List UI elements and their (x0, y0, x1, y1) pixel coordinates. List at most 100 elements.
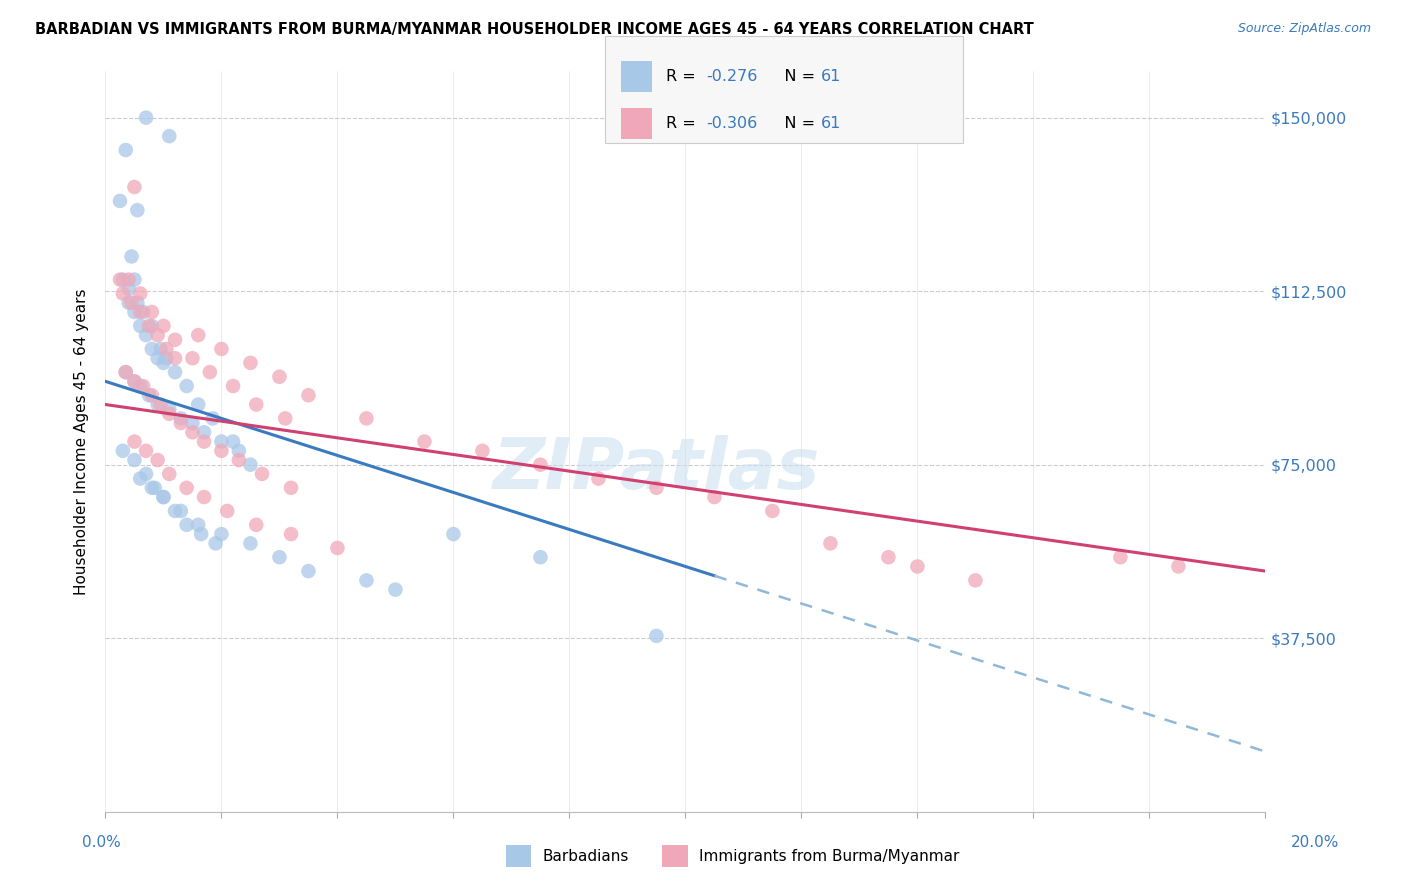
Point (228, 443, 250, 458)
Point (124, 375, 146, 389)
Text: 61: 61 (821, 69, 841, 84)
Point (152, 318, 174, 333)
Point (155, 351, 177, 366)
Point (118, 272, 141, 286)
Point (157, 467, 180, 481)
Point (529, 550, 551, 565)
Point (211, 443, 233, 458)
Point (201, 411, 224, 425)
Point (163, 351, 186, 366)
Point (211, 342, 233, 356)
Y-axis label: Householder Income Ages 45 - 64 years: Householder Income Ages 45 - 64 years (75, 288, 90, 595)
Point (157, 402, 180, 417)
Point (217, 504, 239, 518)
Point (124, 375, 146, 389)
Point (146, 351, 169, 366)
Point (211, 434, 233, 449)
Point (645, 629, 668, 643)
Point (761, 504, 783, 518)
Point (181, 425, 204, 440)
Point (645, 481, 668, 495)
Point (239, 458, 262, 472)
Point (588, 471, 610, 485)
Point (163, 365, 186, 379)
Point (118, 295, 141, 310)
Point (124, 434, 146, 449)
Point (155, 342, 177, 356)
Point (127, 203, 149, 218)
Point (170, 411, 193, 425)
Point (529, 458, 551, 472)
Point (471, 443, 494, 458)
Point (124, 180, 146, 194)
Point (108, 194, 131, 208)
Point (157, 407, 180, 421)
Point (250, 467, 273, 481)
Point (121, 295, 143, 310)
Point (198, 365, 221, 379)
Point (157, 129, 180, 144)
Point (1109, 550, 1132, 565)
Point (181, 351, 204, 366)
Point (297, 564, 319, 578)
Text: N =: N = (769, 116, 820, 131)
Point (141, 342, 163, 356)
Point (121, 250, 143, 264)
Point (127, 295, 149, 310)
Point (187, 517, 209, 532)
Point (163, 333, 186, 347)
Point (129, 379, 152, 393)
Point (114, 365, 136, 379)
Text: N =: N = (769, 69, 820, 84)
Point (193, 490, 215, 504)
Point (1167, 559, 1189, 574)
Point (269, 369, 291, 384)
Point (135, 111, 157, 125)
Point (152, 356, 174, 370)
Point (907, 559, 929, 574)
Point (135, 443, 157, 458)
Point (114, 365, 136, 379)
Point (297, 388, 319, 402)
Point (384, 582, 406, 597)
Point (111, 272, 134, 286)
Point (176, 517, 198, 532)
Text: ZIPatlas: ZIPatlas (492, 434, 820, 504)
Point (141, 388, 163, 402)
Point (211, 527, 233, 541)
Text: Source: ZipAtlas.com: Source: ZipAtlas.com (1237, 22, 1371, 36)
Point (222, 434, 245, 449)
Text: 20.0%: 20.0% (1291, 836, 1339, 850)
Point (187, 328, 209, 343)
Text: R =: R = (666, 116, 702, 131)
Point (965, 574, 987, 588)
Point (274, 411, 297, 425)
Text: -0.306: -0.306 (706, 116, 756, 131)
Point (138, 318, 160, 333)
Point (245, 398, 267, 412)
Point (129, 286, 152, 301)
Point (146, 328, 169, 343)
Point (146, 453, 169, 467)
Point (149, 342, 172, 356)
Point (152, 490, 174, 504)
Point (132, 305, 155, 319)
Point (280, 527, 302, 541)
Point (163, 504, 186, 518)
Point (114, 143, 136, 157)
Point (245, 517, 267, 532)
Text: Immigrants from Burma/Myanmar: Immigrants from Burma/Myanmar (699, 849, 959, 863)
Point (141, 318, 163, 333)
Point (413, 434, 436, 449)
Point (703, 490, 725, 504)
Point (129, 318, 152, 333)
Point (326, 541, 349, 555)
Point (187, 398, 209, 412)
Point (239, 356, 262, 370)
Text: R =: R = (666, 69, 702, 84)
Point (124, 272, 146, 286)
Point (141, 305, 163, 319)
Point (269, 550, 291, 565)
Point (190, 527, 212, 541)
Point (193, 434, 215, 449)
